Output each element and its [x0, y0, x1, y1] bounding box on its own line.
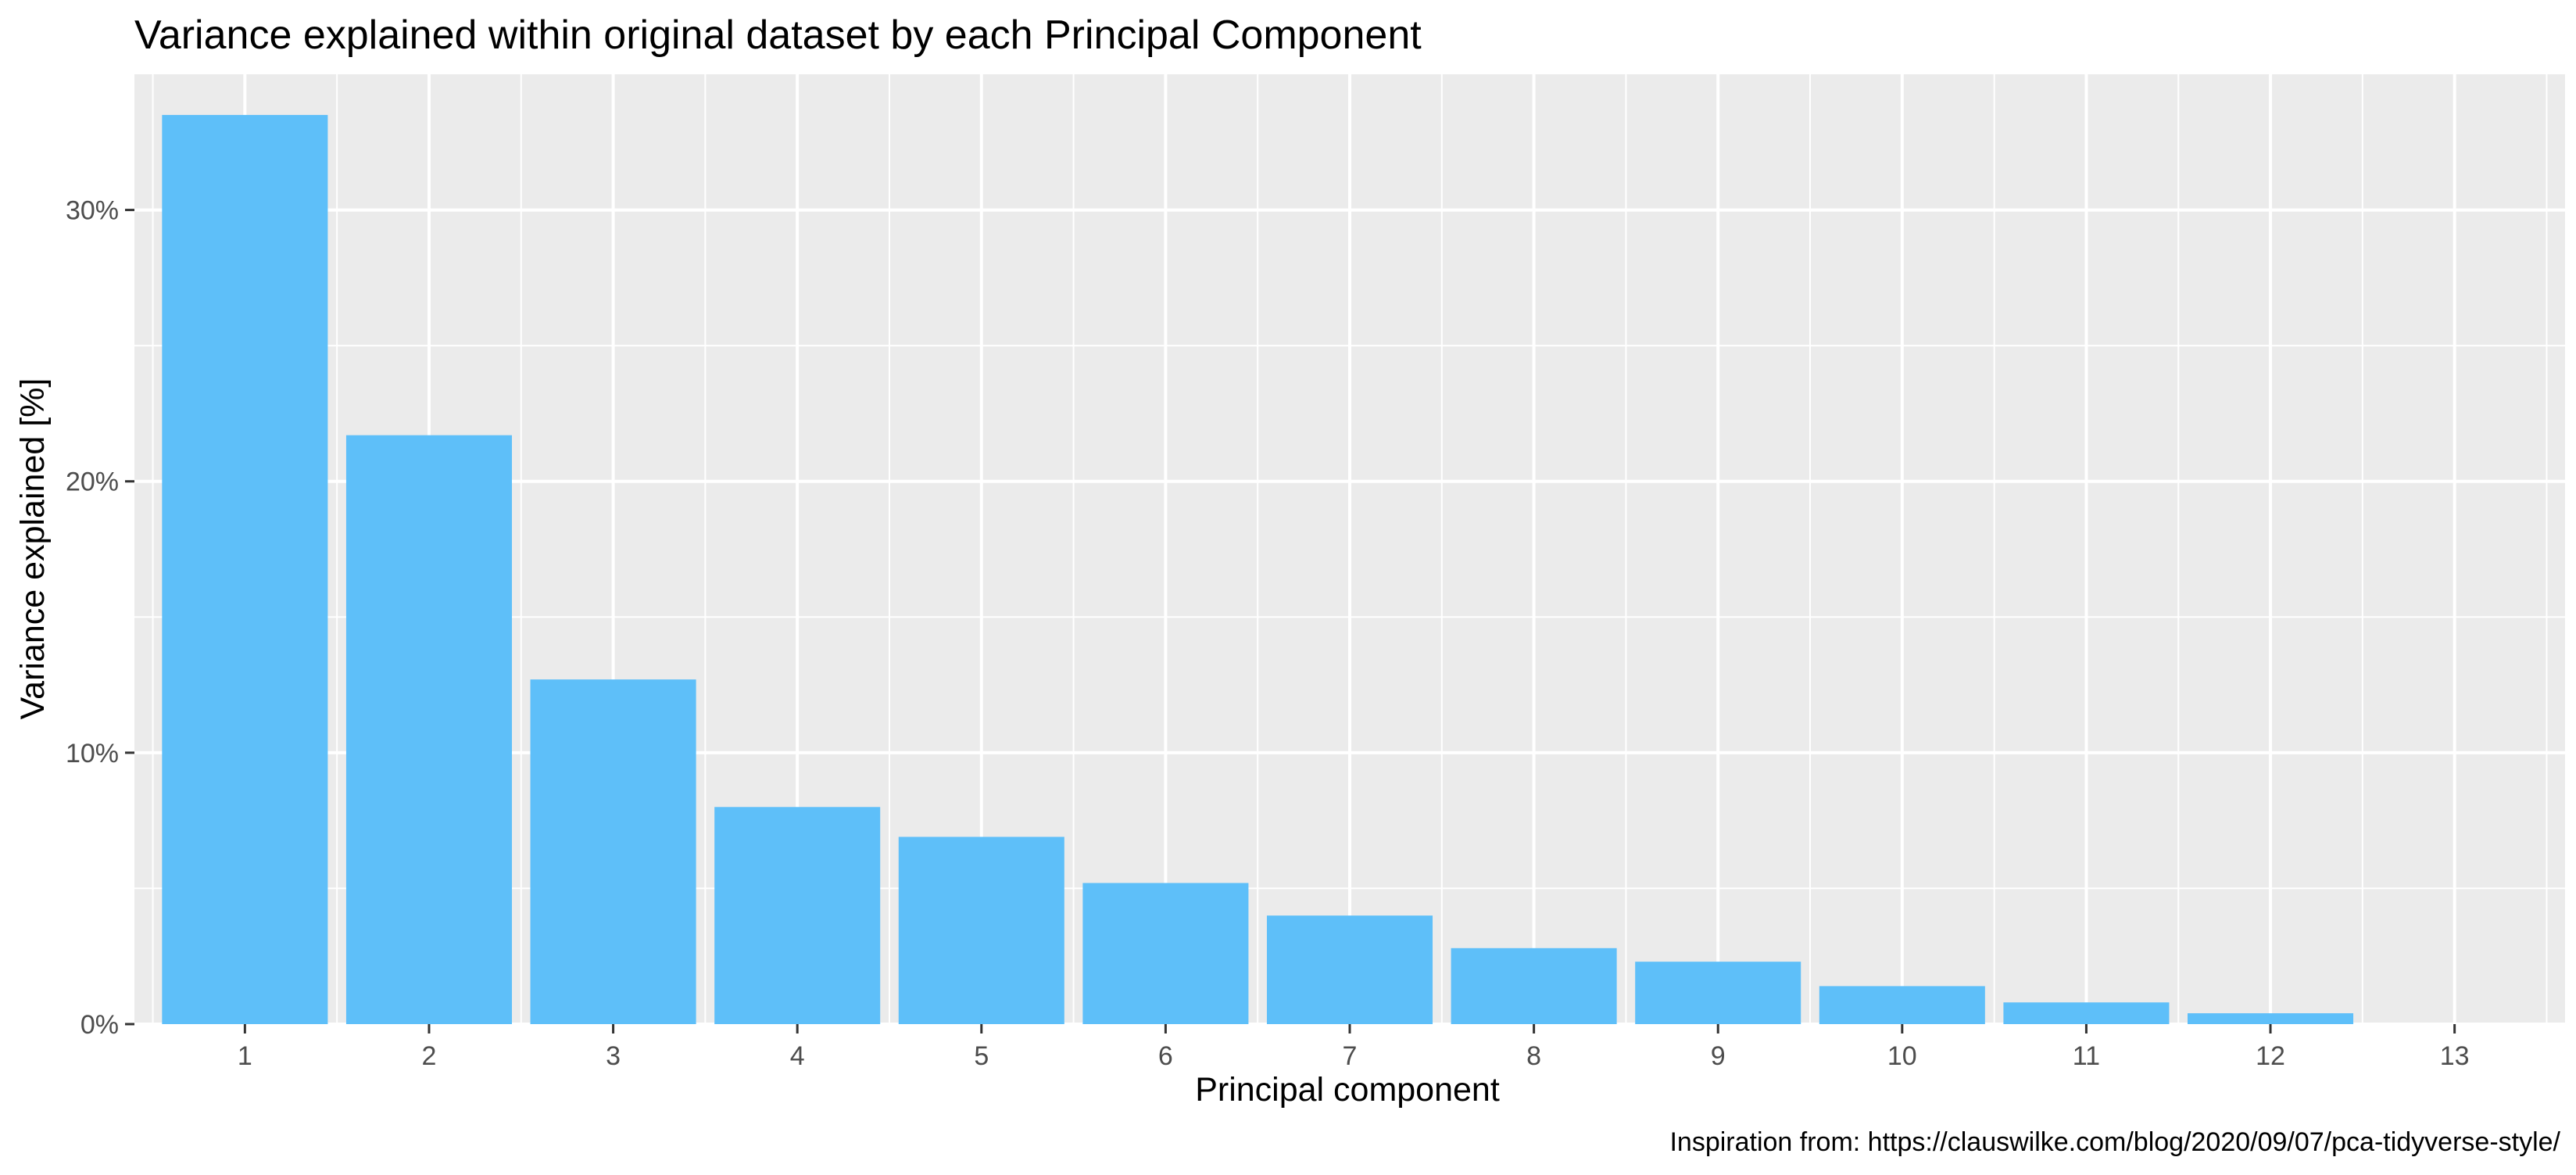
bar-1	[162, 115, 328, 1025]
x-tick-label: 12	[2256, 1041, 2285, 1071]
x-tick-label: 11	[2073, 1041, 2100, 1071]
y-tick-label: 30%	[66, 196, 119, 226]
bar-8	[1451, 948, 1617, 1024]
y-tick-label: 10%	[66, 739, 119, 768]
x-tick-label: 1	[238, 1041, 252, 1071]
chart-caption: Inspiration from: https://clauswilke.com…	[1669, 1127, 2560, 1157]
x-axis: 1 2 3 4 5 6 7 8 9 10 11 12 13	[238, 1024, 2470, 1071]
x-tick-label: 3	[606, 1041, 621, 1071]
bar-6	[1082, 883, 1249, 1024]
x-tick-label: 10	[1887, 1041, 1917, 1071]
x-tick-label: 7	[1343, 1041, 1358, 1071]
x-axis-title: Principal component	[1195, 1071, 1500, 1109]
chart-title: Variance explained within original datas…	[134, 13, 1422, 58]
x-tick-label: 5	[974, 1041, 989, 1071]
bar-2	[345, 435, 512, 1024]
x-tick-label: 4	[790, 1041, 805, 1071]
bar-5	[898, 836, 1064, 1024]
y-tick-label: 20%	[66, 467, 119, 497]
bar-10	[1819, 986, 1985, 1024]
x-tick-label: 2	[422, 1041, 437, 1071]
bars	[162, 115, 2354, 1025]
y-tick-label: 0%	[80, 1010, 119, 1040]
x-tick-label: 8	[1526, 1041, 1541, 1071]
bar-9	[1635, 962, 1801, 1024]
bar-11	[2003, 1002, 2170, 1024]
bar-7	[1266, 915, 1433, 1024]
x-tick-label: 9	[1711, 1041, 1726, 1071]
minor-gridlines	[134, 74, 2565, 1024]
y-axis: 0% 10% 20% 30%	[66, 196, 134, 1040]
bar-3	[530, 679, 696, 1024]
x-tick-label: 13	[2440, 1041, 2470, 1071]
x-tick-label: 6	[1158, 1041, 1173, 1071]
bar-12	[2188, 1013, 2354, 1024]
bar-4	[714, 807, 881, 1024]
y-axis-title: Variance explained [%]	[14, 378, 52, 720]
